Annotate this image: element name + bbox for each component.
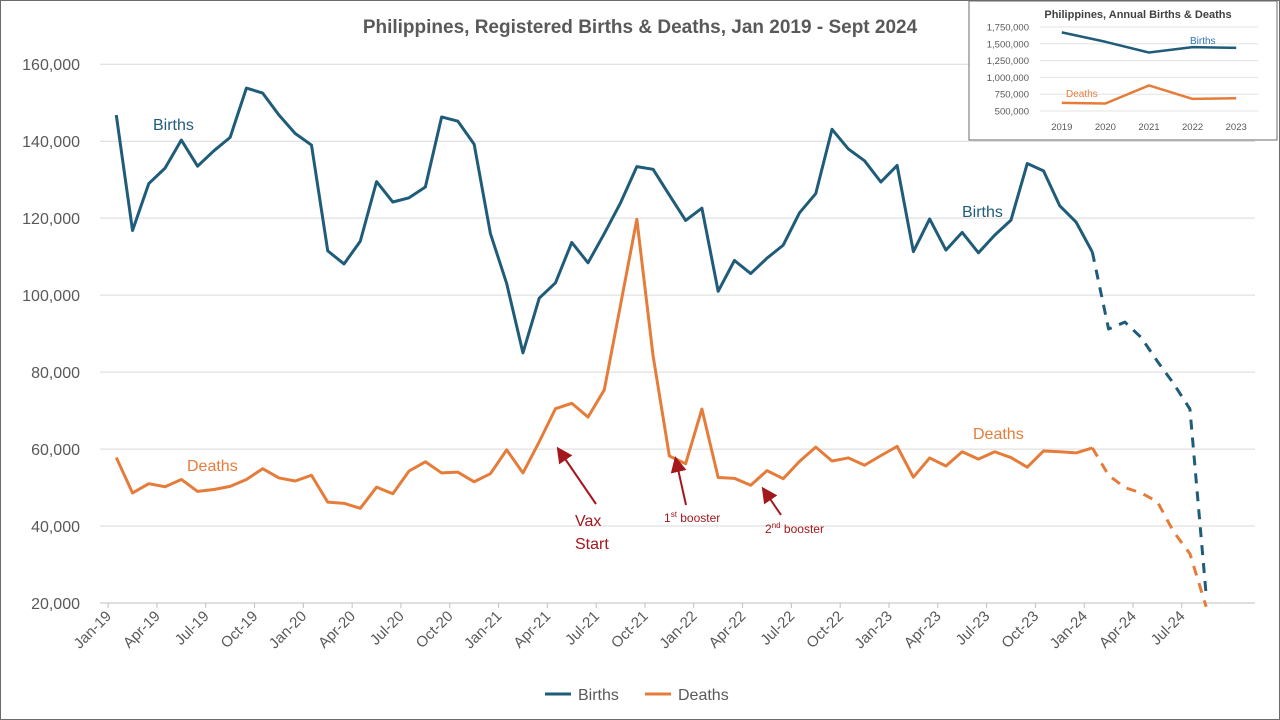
x-tick-label: Jul-24 [1148,608,1189,649]
inset-x-tick-label: 2022 [1182,122,1203,133]
inset-births-label: Births [1190,36,1216,47]
gridlines [100,63,1255,527]
x-tick-label: Jan-21 [461,608,505,652]
y-tick-label: 160,000 [22,57,80,74]
x-tick-label: Oct-20 [413,608,457,652]
second-booster-arrow [761,486,782,516]
annotations: Vax Start 1st booster 2nd booster [556,446,824,553]
x-tick-label: Apr-23 [901,608,945,652]
legend: Births Deaths [545,687,729,704]
y-tick-label: 80,000 [31,365,80,382]
inset-chart: Philippines, Annual Births & Deaths 500,0… [968,0,1278,141]
x-tick-label: Jan-22 [656,608,700,652]
x-tick-label: Apr-19 [120,608,164,652]
deaths-line-solid [114,217,1093,510]
inset-deaths-label: Deaths [1066,89,1098,100]
y-tick-label: 100,000 [22,288,80,305]
x-tick-label: Oct-22 [803,608,847,652]
first-booster-label: 1st booster [664,510,720,525]
x-tick-label: Jul-21 [562,608,603,649]
births-series-label: Births [153,117,194,134]
births-line-solid [114,86,1094,355]
inset-y-tick-label: 500,000 [995,107,1029,118]
vax-start-label: Start [575,536,609,553]
inset-box [968,0,1278,141]
x-tick-label: Jul-20 [367,608,408,649]
inset-x-tick-label: 2023 [1226,122,1247,133]
inset-y-tick-label: 750,000 [995,90,1029,101]
x-tick-label: Jan-20 [266,608,310,652]
second-booster-label: 2nd booster [765,521,824,536]
deaths-series-label: Deaths [973,426,1024,443]
axes: 20,000 40,000 60,000 80,000 100,000 120,000 14… [22,57,1255,652]
x-tick-label: Jul-19 [172,608,213,649]
x-tick-label: Jan-24 [1047,608,1091,652]
vax-start-label: Vax [575,513,601,530]
inset-births-line [1061,31,1237,54]
x-tick-label: Apr-24 [1096,608,1140,652]
x-tick-label: Apr-21 [510,608,554,652]
x-tick-label: Jul-22 [757,608,798,649]
births-series-label: Births [962,204,1003,221]
x-tick-label: Oct-19 [218,608,262,652]
inset-y-tick-label: 1,500,000 [987,39,1029,50]
deaths-series-label: Deaths [187,458,238,475]
inset-y-tick-label: 1,000,000 [987,73,1029,84]
inset-deaths-line [1061,84,1237,105]
x-tick-label: Jan-23 [851,608,895,652]
vax-start-arrow [556,446,597,505]
inset-title: Philippines, Annual Births & Deaths [1044,9,1231,21]
inset-x-tick-label: 2021 [1138,122,1159,133]
inset-x-tick-label: 2019 [1051,122,1072,133]
deaths-line-projected [1091,447,1208,608]
deaths-legend-label: Deaths [678,687,729,704]
first-booster-arrow [670,456,687,506]
x-tick-label: Apr-22 [706,608,750,652]
inset-y-tick-label: 1,250,000 [987,56,1029,67]
x-tick-label: Apr-20 [315,608,359,652]
births-legend-label: Births [578,687,619,704]
y-tick-label: 120,000 [22,211,80,228]
x-tick-label: Jul-23 [953,608,994,649]
x-tick-label: Jan-19 [71,608,115,652]
series-lines [114,86,1208,608]
y-tick-label: 40,000 [31,519,80,536]
y-tick-label: 140,000 [22,134,80,151]
inset-x-tick-label: 2020 [1095,122,1116,133]
chart-title: Philippines, Registered Births & Deaths,… [363,17,918,38]
x-tick-label: Oct-23 [998,608,1042,652]
y-tick-label: 60,000 [31,442,80,459]
births-line-projected [1090,251,1208,596]
inset-y-tick-label: 1,750,000 [987,23,1029,34]
y-tick-label: 20,000 [31,596,80,613]
x-tick-label: Oct-21 [608,608,652,652]
series-labels: Births Births Deaths Deaths [153,117,1024,475]
